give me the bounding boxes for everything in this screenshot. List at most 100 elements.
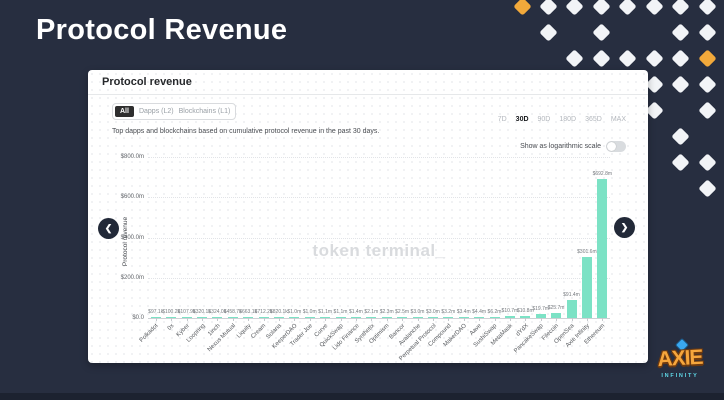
bar-aave[interactable] xyxy=(474,317,485,318)
x-tick-mark xyxy=(248,318,250,321)
x-tick-mark xyxy=(355,318,357,321)
bar-axie-infinity[interactable] xyxy=(581,257,592,318)
plot-area: Protocol revenue token terminal_ $0.0 $20… xyxy=(121,154,612,362)
diamond-icon xyxy=(592,23,611,42)
y-tick-label: $800.0m xyxy=(120,154,144,160)
bar-opensea[interactable] xyxy=(566,299,577,318)
x-tick-mark xyxy=(171,318,173,321)
bar-dydx[interactable] xyxy=(520,315,531,318)
time-range-30d[interactable]: 30D xyxy=(515,116,529,123)
diamond-icon xyxy=(697,179,717,198)
x-tick-mark xyxy=(463,318,465,321)
diamond-icon xyxy=(697,23,717,42)
diamond-icon xyxy=(512,0,532,16)
filter-dapps-button[interactable]: Dapps (L2) xyxy=(138,108,174,115)
diamond-icon xyxy=(697,0,717,16)
y-tick-label: $200.0m xyxy=(120,274,144,281)
bar-cream[interactable] xyxy=(258,317,269,318)
diamond-icon xyxy=(671,127,690,146)
logo-text-infinity: INFINITY xyxy=(661,373,699,379)
bar-makerdao[interactable] xyxy=(458,317,469,318)
x-tick-mark xyxy=(525,318,527,321)
x-tick-mark xyxy=(278,318,280,321)
diamond-icon xyxy=(671,75,690,94)
prev-arrow-button[interactable]: ❮ xyxy=(98,218,119,239)
diamond-icon xyxy=(671,153,690,172)
diamond-icon xyxy=(671,49,690,68)
bar-lido-finance[interactable] xyxy=(350,317,361,318)
diamond-icon xyxy=(671,23,690,42)
gridline xyxy=(148,237,610,239)
bar-quickswap[interactable] xyxy=(335,317,346,318)
diamond-icon xyxy=(671,0,690,16)
bar-pancakeswap[interactable] xyxy=(535,314,546,318)
bar-solana[interactable] xyxy=(273,317,284,318)
filter-all-button[interactable]: All xyxy=(115,106,134,117)
next-arrow-button[interactable]: ❯ xyxy=(614,217,635,238)
x-tick-mark xyxy=(155,318,157,321)
x-tick-mark xyxy=(201,318,203,321)
filter-blockchains-button[interactable]: Blockchains (L1) xyxy=(178,108,231,115)
bar-synthetix[interactable] xyxy=(366,317,377,318)
bar-keeperdao[interactable] xyxy=(289,317,300,318)
x-tick-mark xyxy=(402,318,404,321)
diamond-icon xyxy=(697,101,717,120)
bottom-strip xyxy=(0,393,724,400)
x-tick-mark xyxy=(371,318,373,321)
bar-compound[interactable] xyxy=(443,317,454,318)
bar-perpetual-protocol[interactable] xyxy=(427,317,438,318)
bar-ethereum[interactable] xyxy=(597,178,608,318)
bar-optimism[interactable] xyxy=(381,317,392,318)
diamond-icon xyxy=(565,0,585,16)
bar-filecoin[interactable] xyxy=(551,312,562,318)
x-tick-mark xyxy=(325,318,327,321)
bar-0x[interactable] xyxy=(166,317,177,318)
bar-polkadot[interactable] xyxy=(150,317,161,318)
log-scale-row: Show as logarithmic scale xyxy=(520,141,626,152)
x-tick-mark xyxy=(586,318,588,321)
diamond-icon xyxy=(592,0,611,16)
bar-trader-joe[interactable] xyxy=(304,317,315,318)
bar-kyber[interactable] xyxy=(181,317,192,318)
x-tick-mark xyxy=(186,318,188,321)
x-tick-mark xyxy=(571,318,573,321)
logo-text-axie: AXIE xyxy=(656,345,704,372)
bar-avalanche[interactable] xyxy=(412,317,423,318)
bar-liquity[interactable] xyxy=(243,317,254,318)
x-tick-mark xyxy=(309,318,311,321)
diamond-icon xyxy=(618,49,637,68)
bar-loopring[interactable] xyxy=(196,317,207,318)
bar-bancor[interactable] xyxy=(397,317,408,318)
bar-metamask[interactable] xyxy=(504,315,515,318)
time-range-7d[interactable]: 7D xyxy=(497,116,507,123)
time-range-selector[interactable]: 7D 30D 90D 180D 365D MAX xyxy=(489,108,626,126)
card-title: Protocol revenue xyxy=(88,70,648,95)
diamond-icon xyxy=(618,0,637,16)
x-tick-mark xyxy=(386,318,388,321)
x-tick-mark xyxy=(217,318,219,321)
diamond-icon xyxy=(644,0,664,16)
time-range-365d[interactable]: 365D xyxy=(585,116,602,123)
bar-1inch[interactable] xyxy=(212,317,223,318)
x-tick-mark xyxy=(448,318,450,321)
x-tick-mark xyxy=(540,318,542,321)
diamond-icon xyxy=(565,49,585,68)
time-range-90d[interactable]: 90D xyxy=(537,116,551,123)
time-range-180d[interactable]: 180D xyxy=(559,116,577,123)
gridline xyxy=(148,277,610,279)
x-tick-mark xyxy=(263,318,265,321)
y-axis-title: Protocol revenue xyxy=(122,216,130,266)
log-scale-toggle[interactable] xyxy=(606,141,626,152)
chart-description: Top dapps and blockchains based on cumul… xyxy=(112,128,380,135)
scope-filter[interactable]: All Dapps (L2) Blockchains (L1) xyxy=(112,103,237,120)
x-tick-mark xyxy=(602,318,604,321)
y-tick-label: $0.0 xyxy=(132,315,144,321)
time-range-max[interactable]: MAX xyxy=(610,116,626,123)
bar-sushiswap[interactable] xyxy=(489,316,500,318)
axie-infinity-logo: AXIE INFINITY xyxy=(642,339,718,396)
bar-curve[interactable] xyxy=(320,317,331,318)
bar-nexus-mutual[interactable] xyxy=(227,317,238,318)
diamond-icon xyxy=(539,0,558,16)
x-axis-line xyxy=(148,318,610,319)
